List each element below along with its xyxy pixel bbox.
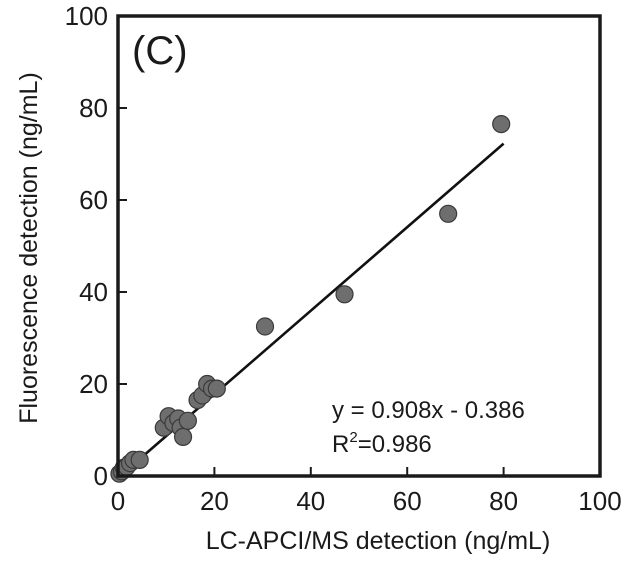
regression-equation: y = 0.908x - 0.386 — [332, 397, 525, 424]
x-axis-tick-labels: 0 20 40 60 80 100 — [111, 486, 622, 516]
x-tick-label: 60 — [393, 486, 422, 516]
panel-label: (C) — [132, 29, 188, 73]
r-squared-label: R2=0.986 — [332, 429, 432, 458]
data-point — [439, 204, 458, 223]
x-tick-label: 100 — [578, 486, 621, 516]
data-point — [173, 427, 193, 446]
data-point — [130, 450, 149, 469]
y-axis-title: Fluorescence detection (ng/mL) — [15, 72, 43, 424]
x-tick-label: 40 — [296, 486, 325, 516]
x-tick-label: 20 — [200, 486, 229, 516]
data-point — [255, 317, 275, 336]
y-tick-label: 20 — [79, 369, 108, 399]
r-squared-value: =0.986 — [358, 431, 432, 458]
data-points — [110, 114, 511, 483]
data-point — [335, 285, 354, 304]
data-point — [178, 411, 197, 430]
y-tick-label: 80 — [79, 93, 108, 123]
data-point — [492, 114, 511, 134]
y-tick-label: 100 — [65, 1, 108, 31]
y-tick-label: 60 — [79, 185, 108, 215]
y-tick-label: 0 — [94, 461, 108, 491]
r-squared-superscript: 2 — [349, 429, 357, 446]
y-tick-label: 40 — [79, 277, 108, 307]
x-tick-label: 0 — [111, 486, 125, 516]
x-axis-title: LC-APCI/MS detection (ng/mL) — [206, 527, 551, 555]
r-squared-prefix: R — [332, 431, 349, 458]
y-axis-tick-labels: 0 20 40 60 80 100 — [65, 1, 108, 491]
data-point — [207, 379, 226, 398]
plot-frame — [116, 14, 602, 478]
x-tick-label: 80 — [489, 486, 518, 516]
